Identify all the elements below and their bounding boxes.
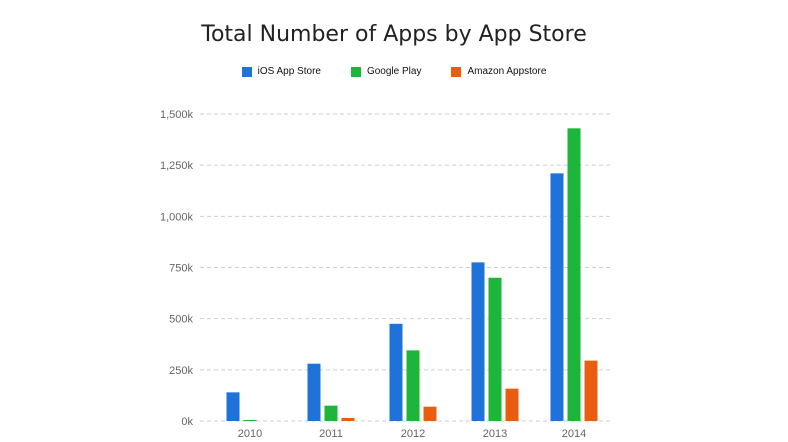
y-tick-label: 1,250k: [160, 160, 194, 172]
y-tick-label: 1,500k: [160, 109, 194, 121]
x-tick-label: 2010: [238, 428, 262, 440]
y-tick-label: 750k: [169, 263, 193, 275]
legend-item-amazon: Amazon Appstore: [451, 66, 546, 77]
legend: iOS App Store Google Play Amazon Appstor…: [0, 66, 788, 77]
y-tick-label: 1,000k: [160, 211, 194, 223]
x-tick-label: 2013: [483, 428, 507, 440]
bar-amazon-appstore: [584, 360, 598, 421]
legend-swatch-google-play: [350, 66, 361, 77]
y-tick-label: 500k: [169, 314, 193, 326]
legend-label-amazon: Amazon Appstore: [467, 66, 547, 77]
bar-amazon-appstore: [505, 388, 519, 421]
legend-swatch-ios: [241, 66, 252, 77]
legend-item-ios: iOS App Store: [241, 66, 321, 77]
x-tick-label: 2011: [319, 428, 343, 440]
bar-amazon-appstore: [341, 417, 355, 421]
legend-item-google-play: Google Play: [350, 66, 422, 77]
bar-google-play: [488, 277, 502, 421]
bar-google-play: [567, 128, 581, 421]
bar-amazon-appstore: [423, 406, 437, 421]
bar-ios-app-store: [226, 392, 240, 421]
bar-ios-app-store: [550, 173, 564, 421]
x-tick-label: 2014: [562, 428, 586, 440]
bar-ios-app-store: [307, 363, 321, 421]
bar-google-play: [324, 405, 338, 421]
bar-ios-app-store: [389, 323, 403, 421]
bar-ios-app-store: [471, 262, 485, 421]
y-tick-label: 250k: [169, 365, 193, 377]
x-tick-label: 2012: [401, 428, 425, 440]
y-tick-label: 0k: [181, 416, 193, 428]
bar-google-play: [406, 350, 420, 421]
bar-google-play: [243, 419, 257, 421]
chart-title: Total Number of Apps by App Store: [201, 22, 587, 47]
legend-label-google-play: Google Play: [366, 66, 422, 77]
legend-swatch-amazon: [451, 66, 462, 77]
legend-label-ios: iOS App Store: [257, 66, 321, 77]
